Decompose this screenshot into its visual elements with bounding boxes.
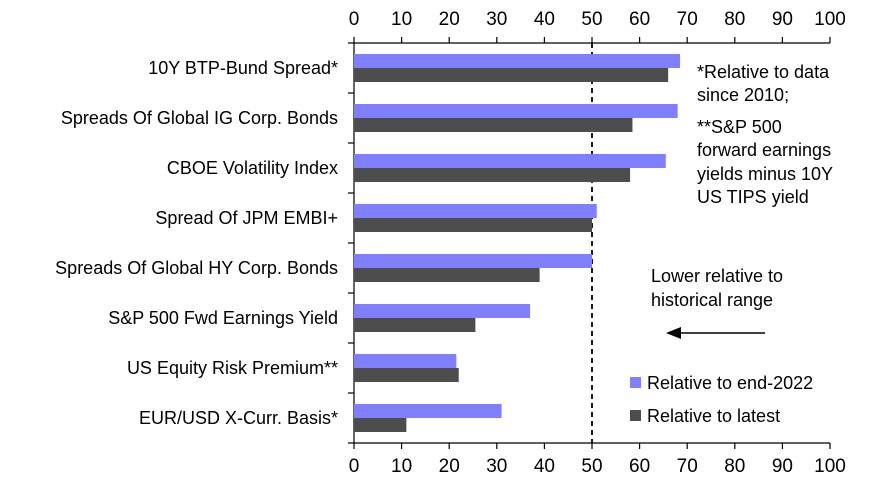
bar-end-2022 [354,104,678,118]
bar-latest [354,168,631,182]
top-tick-label: 20 [439,9,460,30]
category-labels: 10Y BTP-Bund Spread* Spreads Of Global IG… [55,58,338,428]
legend: Relative to end-2022 Relative to latest [630,373,813,426]
bars [354,54,681,432]
bottom-tick-label: 90 [772,456,793,477]
top-tick-label: 30 [486,9,507,30]
note-line-3: **S&P 500 [697,117,782,137]
bottom-tick-label: 80 [724,456,745,477]
legend-label-latest: Relative to latest [647,406,780,426]
category-label: S&P 500 Fwd Earnings Yield [108,308,338,328]
top-tick-label: 80 [724,9,745,30]
bar-end-2022 [354,304,531,318]
bar-end-2022 [354,54,681,68]
category-label: Spread Of JPM EMBI+ [155,208,338,228]
bottom-tick-label: 100 [814,456,846,477]
note-line-5: yields minus 10Y [697,164,833,184]
footnote: *Relative to data since 2010; **S&P 500 … [697,62,833,207]
bottom-tick-label: 50 [581,456,602,477]
bottom-tick-label: 70 [677,456,698,477]
category-label: US Equity Risk Premium** [127,358,338,378]
arrow-text-line-2: historical range [651,290,773,310]
category-label: CBOE Volatility Index [167,158,338,178]
bar-latest [354,68,669,82]
top-tick-label: 90 [772,9,793,30]
bottom-tick-label: 60 [629,456,650,477]
bar-end-2022 [354,254,592,268]
top-tick-label: 50 [581,9,602,30]
category-label: Spreads Of Global HY Corp. Bonds [55,258,338,278]
bar-latest [354,118,633,132]
bar-latest [354,318,476,332]
bar-latest [354,218,592,232]
bar-end-2022 [354,154,666,168]
bottom-tick-label: 40 [534,456,555,477]
bar-latest [354,368,459,382]
note-line-2: since 2010; [697,85,789,105]
top-tick-label: 70 [677,9,698,30]
bar-latest [354,418,407,432]
direction-annotation: Lower relative to historical range [651,266,783,339]
top-tick-label: 0 [349,9,360,30]
bottom-tick-label: 10 [391,456,412,477]
bar-end-2022 [354,354,457,368]
note-line-1: *Relative to data [697,62,830,82]
legend-label-end-2022: Relative to end-2022 [647,373,813,393]
category-label: EUR/USD X-Curr. Basis* [139,408,338,428]
top-tick-label: 10 [391,9,412,30]
top-tick-label: 100 [814,9,846,30]
bottom-tick-label: 0 [349,456,360,477]
top-tick-label: 40 [534,9,555,30]
bottom-tick-label: 20 [439,456,460,477]
category-label: Spreads Of Global IG Corp. Bonds [61,108,338,128]
top-tick-label: 60 [629,9,650,30]
bar-latest [354,268,540,282]
arrow-head-icon [666,327,681,339]
legend-swatch-latest [630,410,641,421]
category-label: 10Y BTP-Bund Spread* [148,58,338,78]
bottom-tick-label: 30 [486,456,507,477]
bar-end-2022 [354,404,502,418]
note-line-4: forward earnings [697,140,831,160]
bar-end-2022 [354,204,597,218]
arrow-text-line-1: Lower relative to [651,266,783,286]
legend-swatch-end-2022 [630,377,641,388]
note-line-6: US TIPS yield [697,187,809,207]
